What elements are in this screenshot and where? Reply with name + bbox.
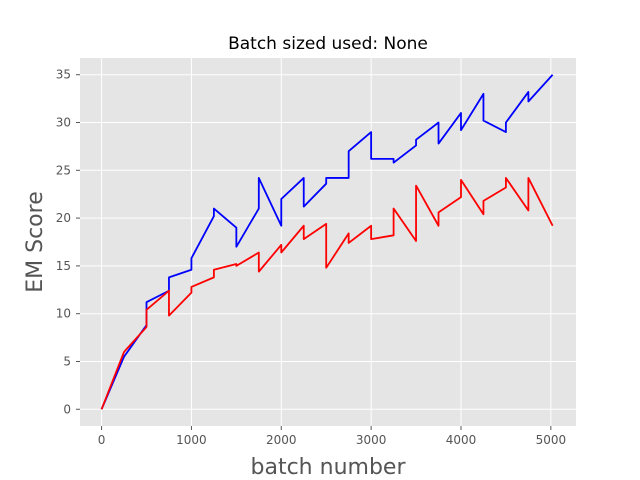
x-axis-ticks: 0 1000 2000 3000 4000 5000	[98, 426, 566, 447]
y-tick-label: 10	[56, 307, 71, 321]
x-tick-label: 1000	[176, 433, 207, 447]
y-tick-label: 20	[56, 211, 71, 225]
plot-background	[80, 58, 576, 426]
x-tick-label: 3000	[356, 433, 387, 447]
x-tick-label: 0	[98, 433, 106, 447]
y-tick-label: 0	[63, 402, 71, 416]
series-layer	[100, 74, 554, 410]
x-tick-label: 5000	[536, 433, 567, 447]
y-axis-label: EM Score	[23, 191, 48, 293]
y-tick-label: 15	[56, 259, 71, 273]
grid	[80, 58, 576, 426]
y-axis-ticks: 0 5 10 15 20 25 30 35	[56, 68, 80, 416]
x-axis-label: batch number	[251, 455, 407, 480]
y-tick-label: 30	[56, 116, 71, 130]
series-line-1	[100, 74, 554, 410]
chart-title: Batch sized used: None	[228, 34, 428, 54]
y-tick-label: 25	[56, 163, 71, 177]
y-tick-label: 5	[63, 354, 71, 368]
y-tick-label: 35	[56, 68, 71, 82]
series-line-2	[100, 177, 554, 410]
x-tick-label: 4000	[446, 433, 477, 447]
x-tick-label: 2000	[266, 433, 297, 447]
